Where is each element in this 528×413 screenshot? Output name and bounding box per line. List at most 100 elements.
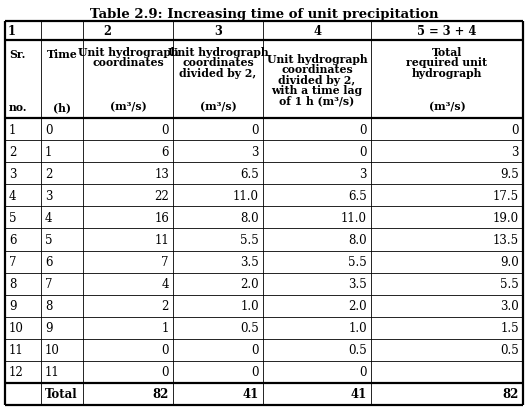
Text: 9: 9 [9,299,16,313]
Text: 9.0: 9.0 [500,255,519,268]
Text: no.: no. [9,102,27,113]
Text: 10: 10 [9,321,24,335]
Text: 3: 3 [512,145,519,158]
Text: 9: 9 [45,321,52,335]
Text: 5.5: 5.5 [348,255,367,268]
Text: (m³/s): (m³/s) [110,101,146,112]
Text: 0: 0 [360,145,367,158]
Text: 5.5: 5.5 [240,233,259,247]
Text: 1.0: 1.0 [240,299,259,313]
Text: with a time lag: with a time lag [271,85,363,96]
Text: required unit: required unit [407,57,487,68]
Text: Table 2.9: Increasing time of unit precipitation: Table 2.9: Increasing time of unit preci… [90,8,438,21]
Text: Unit hydrograph: Unit hydrograph [168,47,268,58]
Text: 6.5: 6.5 [240,167,259,180]
Text: 1: 1 [45,145,52,158]
Text: 13.5: 13.5 [493,233,519,247]
Text: 41: 41 [243,387,259,401]
Text: 6.5: 6.5 [348,189,367,202]
Text: 9.5: 9.5 [500,167,519,180]
Text: 10: 10 [45,344,60,356]
Text: 1: 1 [162,321,169,335]
Text: 12: 12 [9,366,24,379]
Text: 11.0: 11.0 [341,211,367,224]
Text: 11: 11 [9,344,24,356]
Text: 82: 82 [503,387,519,401]
Text: Time: Time [46,49,78,60]
Text: 0: 0 [251,344,259,356]
Text: 41: 41 [351,387,367,401]
Text: 3: 3 [45,189,52,202]
Text: 3: 3 [214,25,222,38]
Text: 82: 82 [153,387,169,401]
Text: 7: 7 [45,278,52,290]
Text: 8.0: 8.0 [348,233,367,247]
Text: (m³/s): (m³/s) [429,101,465,112]
Text: 3: 3 [251,145,259,158]
Text: 0: 0 [512,123,519,136]
Text: 6: 6 [9,233,16,247]
Text: 1.5: 1.5 [501,321,519,335]
Text: Sr.: Sr. [9,49,25,60]
Text: 3.5: 3.5 [240,255,259,268]
Text: 0: 0 [162,344,169,356]
Text: 0: 0 [162,123,169,136]
Text: 3: 3 [9,167,16,180]
Text: 0.5: 0.5 [240,321,259,335]
Text: 5: 5 [45,233,52,247]
Text: 17.5: 17.5 [493,189,519,202]
Text: 8: 8 [9,278,16,290]
Text: (h): (h) [53,102,71,113]
Text: 4: 4 [9,189,16,202]
Text: 2.0: 2.0 [240,278,259,290]
Text: 7: 7 [162,255,169,268]
Text: of 1 h (m³/s): of 1 h (m³/s) [279,95,355,107]
Text: 5: 5 [9,211,16,224]
Text: 0: 0 [360,366,367,379]
Text: Total: Total [432,47,462,58]
Text: 4: 4 [162,278,169,290]
Text: 5 = 3 + 4: 5 = 3 + 4 [417,25,477,38]
Text: 8.0: 8.0 [240,211,259,224]
Text: 6: 6 [162,145,169,158]
Text: 1.0: 1.0 [348,321,367,335]
Text: 0.5: 0.5 [500,344,519,356]
Text: (m³/s): (m³/s) [200,101,237,112]
Text: 2: 2 [103,25,111,38]
Text: 8: 8 [45,299,52,313]
Text: 0: 0 [45,123,52,136]
Text: divided by 2,: divided by 2, [180,68,257,79]
Text: 13: 13 [154,167,169,180]
Text: 11: 11 [154,233,169,247]
Text: 0: 0 [162,366,169,379]
Text: 5.5: 5.5 [500,278,519,290]
Text: 22: 22 [154,189,169,202]
Text: 0: 0 [251,366,259,379]
Text: Total: Total [45,387,78,401]
Text: 2.0: 2.0 [348,299,367,313]
Text: 3.0: 3.0 [500,299,519,313]
Text: 4: 4 [45,211,52,224]
Text: coordinates: coordinates [182,57,254,68]
Text: Unit hydrograph: Unit hydrograph [78,47,178,58]
Text: hydrograph: hydrograph [412,68,482,79]
Text: 2: 2 [162,299,169,313]
Text: 2: 2 [45,167,52,180]
Text: 11: 11 [45,366,60,379]
Text: 11.0: 11.0 [233,189,259,202]
Text: divided by 2,: divided by 2, [278,75,355,85]
Text: 19.0: 19.0 [493,211,519,224]
Text: 6: 6 [45,255,52,268]
Text: 4: 4 [313,25,321,38]
Text: 0: 0 [360,123,367,136]
Text: 1: 1 [8,25,16,38]
Text: 16: 16 [154,211,169,224]
Text: 3: 3 [360,167,367,180]
Text: coordinates: coordinates [92,57,164,68]
Text: 3.5: 3.5 [348,278,367,290]
Text: Unit hydrograph: Unit hydrograph [267,54,367,64]
Text: 0: 0 [251,123,259,136]
Text: 7: 7 [9,255,16,268]
Text: 1: 1 [9,123,16,136]
Text: 2: 2 [9,145,16,158]
